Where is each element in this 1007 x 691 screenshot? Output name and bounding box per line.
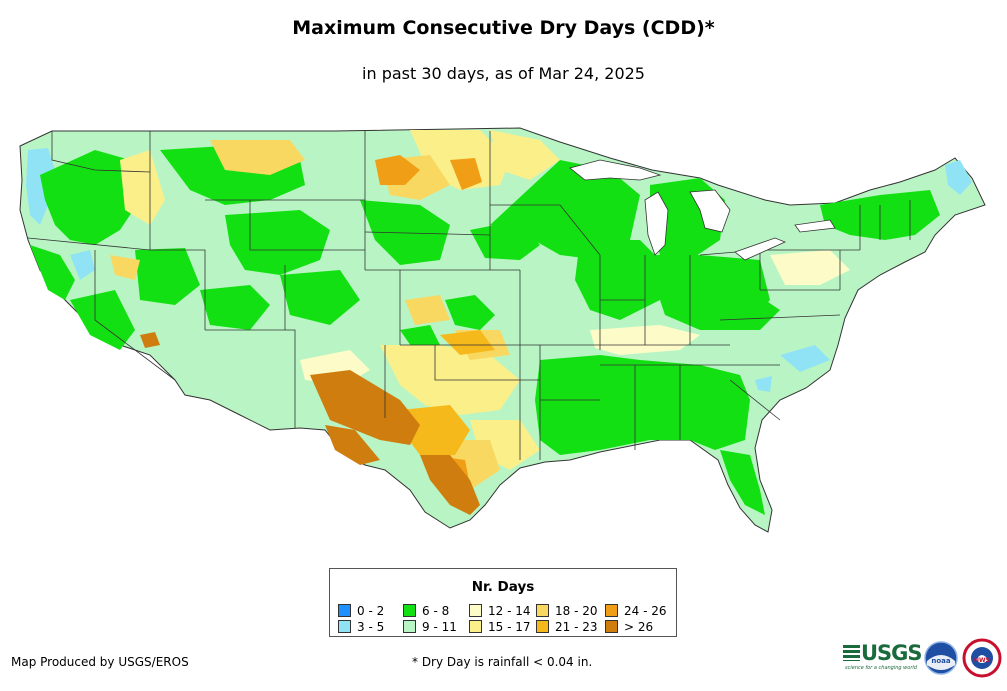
legend-item: 15 - 17 <box>469 620 531 634</box>
noaa-logo: noaa <box>924 641 958 675</box>
lake-superior <box>569 159 662 181</box>
legend-swatch <box>403 620 416 633</box>
legend-swatch <box>536 620 549 633</box>
legend-item: 6 - 8 <box>403 604 449 618</box>
region-3-5-carolina <box>780 345 830 372</box>
legend-item: > 26 <box>605 620 653 634</box>
region-3-5-sc <box>755 376 772 392</box>
legend-title: Nr. Days <box>471 579 535 595</box>
region-over-26 <box>140 332 480 515</box>
state-borders <box>27 131 911 460</box>
legend-swatch <box>469 604 482 617</box>
map-title: Maximum Consecutive Dry Days (CDD)* <box>292 17 715 39</box>
nws-logo-text: NWS <box>974 657 990 664</box>
legend-item: 21 - 23 <box>536 620 598 634</box>
nws-logo: NWS <box>962 638 1002 678</box>
legend: Nr. Days 0 - 2 3 - 5 6 - 8 9 - 11 12 - 1… <box>329 568 677 637</box>
legend-swatch <box>403 604 416 617</box>
map-subtitle: in past 30 days, as of Mar 24, 2025 <box>362 64 645 83</box>
region-3-5-nevada <box>70 250 95 280</box>
usgs-tagline: science for a changing world <box>845 665 917 671</box>
lake-huron <box>689 189 731 233</box>
region-3-5-washington <box>26 148 55 225</box>
legend-item: 18 - 20 <box>536 604 598 618</box>
legend-swatch <box>605 620 618 633</box>
legend-swatch <box>536 604 549 617</box>
great-lakes <box>569 159 836 261</box>
map-shading <box>19 127 986 533</box>
us-outline <box>19 127 986 533</box>
region-3-5-maine <box>945 160 972 195</box>
lake-erie <box>734 237 787 261</box>
legend-swatch <box>338 620 351 633</box>
legend-swatch <box>338 604 351 617</box>
legend-item: 24 - 26 <box>605 604 667 618</box>
usgs-logo: USGS <box>843 641 923 665</box>
region-21-23 <box>400 330 495 455</box>
legend-swatch <box>605 604 618 617</box>
legend-item: 12 - 14 <box>469 604 531 618</box>
legend-item: 9 - 11 <box>403 620 457 634</box>
credit-text: Map Produced by USGS/EROS <box>11 655 189 669</box>
legend-swatch <box>469 620 482 633</box>
legend-item: 3 - 5 <box>338 620 384 634</box>
region-6-8 <box>30 145 940 515</box>
footnote-text: * Dry Day is rainfall < 0.04 in. <box>412 655 593 669</box>
lake-michigan <box>644 191 669 256</box>
noaa-logo-text: noaa <box>931 657 951 665</box>
legend-item: 0 - 2 <box>338 604 384 618</box>
usgs-wave-icon <box>843 645 860 661</box>
lake-ontario <box>794 219 836 233</box>
